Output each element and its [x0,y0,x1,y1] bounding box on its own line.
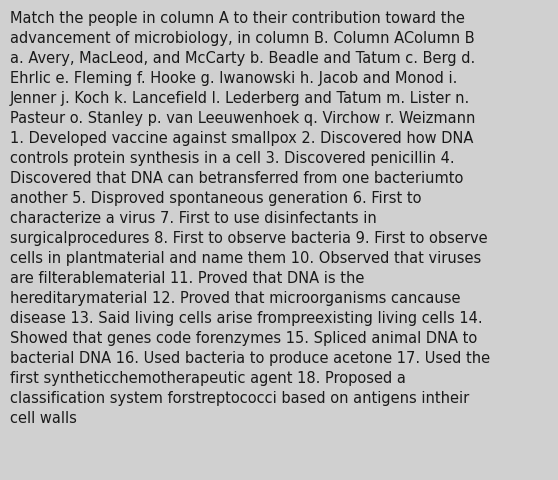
Text: Match the people in column A to their contribution toward the
advancement of mic: Match the people in column A to their co… [10,11,490,425]
